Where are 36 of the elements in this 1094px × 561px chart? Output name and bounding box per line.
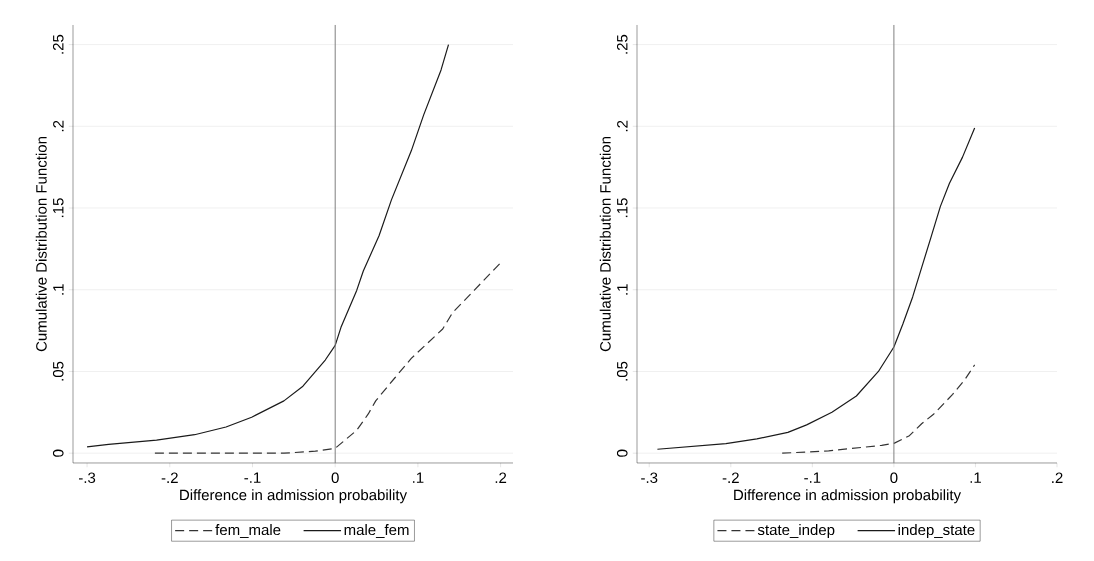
x-tick-label: -.1 <box>244 472 261 483</box>
y-tick-label: .1 <box>53 284 64 295</box>
legend-label: fem_male <box>215 524 281 538</box>
legend-label: male_fem <box>344 524 409 538</box>
legend-label: state_indep <box>757 524 835 539</box>
x-tick-label: -.1 <box>804 472 821 483</box>
y-tick-label: 0 <box>616 449 628 457</box>
x-tick-label: .2 <box>495 472 507 483</box>
y-tick-label: .05 <box>52 361 64 381</box>
x-tick-label: .1 <box>413 472 424 483</box>
y-tick-label: .15 <box>53 198 64 218</box>
y-tick-label: .2 <box>617 120 628 132</box>
y-tick-label: .25 <box>616 34 628 54</box>
y-tick-label: .2 <box>53 120 64 132</box>
x-tick-label: 0 <box>890 472 898 484</box>
x-tick-label: .2 <box>1052 472 1063 483</box>
legend-label: indep_state <box>898 524 975 539</box>
x-tick-label: .1 <box>970 472 981 483</box>
line-series <box>154 263 501 454</box>
y-tick-label: .05 <box>616 361 628 381</box>
x-tick-label: -.2 <box>722 472 739 483</box>
x-tick-label: 0 <box>331 472 339 484</box>
y-tick-label: 0 <box>52 449 64 457</box>
line-series <box>656 127 976 450</box>
x-axis-title: Difference in admission probability <box>180 489 408 504</box>
x-axis-title: Difference in admission probability <box>734 489 962 504</box>
line-series <box>781 364 976 454</box>
x-tick-label: -.2 <box>161 472 178 483</box>
y-axis-title: Cumulative Distribution Function <box>35 137 47 352</box>
y-axis-title: Cumulative Distribution Function <box>599 137 611 352</box>
y-tick-label: .1 <box>617 284 628 295</box>
x-tick-label: -.3 <box>78 472 96 484</box>
y-tick-label: .15 <box>617 198 628 218</box>
line-series <box>86 44 450 448</box>
x-tick-label: -.3 <box>641 472 658 484</box>
y-tick-label: .25 <box>52 34 64 54</box>
